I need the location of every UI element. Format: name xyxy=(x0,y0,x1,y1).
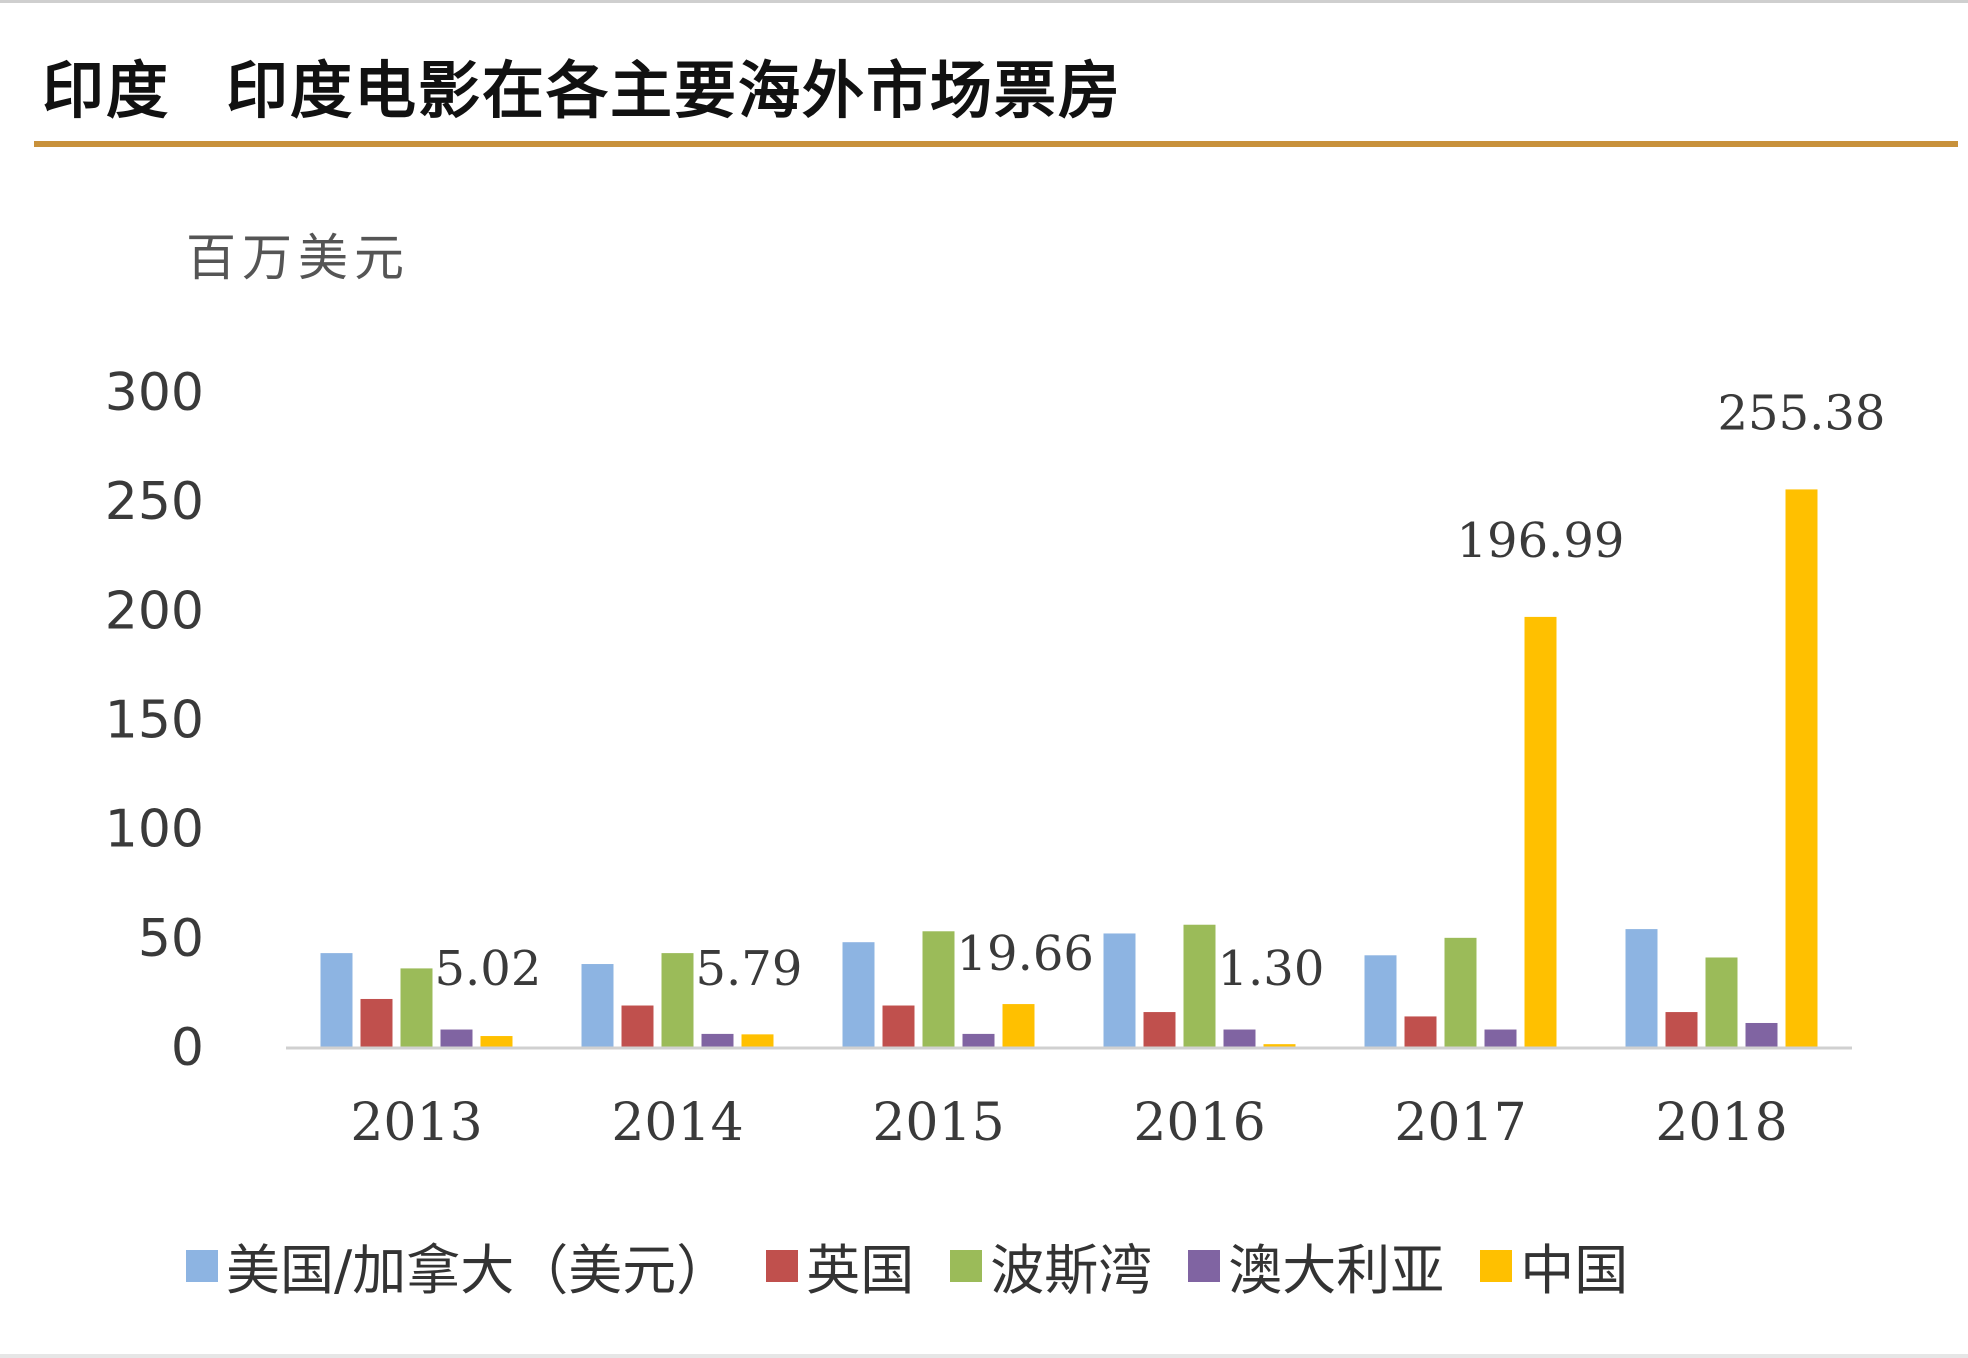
data-label-2018: 255.38 xyxy=(1718,385,1886,441)
data-label-2017: 196.99 xyxy=(1457,513,1625,569)
x-tick-label: 2018 xyxy=(1655,1093,1787,1153)
y-tick-label: 150 xyxy=(105,691,204,751)
data-label-2013: 5.02 xyxy=(435,941,542,997)
x-tick-label: 2013 xyxy=(350,1093,482,1153)
bottom-border xyxy=(0,1354,1968,1358)
title-text: 印度电影在各主要海外市场票房 xyxy=(226,54,1123,127)
legend-swatch xyxy=(950,1249,983,1282)
bar-2016-series-4 xyxy=(1263,1044,1296,1047)
bar-2015-series-4 xyxy=(1002,1004,1035,1047)
bar-2017-series-1 xyxy=(1404,1016,1437,1047)
bar-2016-series-3 xyxy=(1223,1029,1256,1047)
bar-2013-series-0 xyxy=(320,953,353,1047)
bar-2015-series-0 xyxy=(842,942,875,1047)
legend-label: 澳大利亚 xyxy=(1228,1239,1445,1302)
legend-swatch xyxy=(1188,1249,1221,1282)
bar-2018-series-0 xyxy=(1625,929,1658,1047)
top-border xyxy=(0,0,1968,3)
legend-label: 美国/加拿大（美元） xyxy=(226,1239,731,1302)
bar-2015-series-2 xyxy=(922,931,955,1047)
bar-2014-series-4 xyxy=(741,1034,774,1047)
title-underline xyxy=(34,141,1958,147)
title-country: 印度 xyxy=(42,54,171,127)
bar-2016-series-2 xyxy=(1183,924,1216,1047)
y-tick-label: 0 xyxy=(171,1018,204,1078)
bar-2013-series-1 xyxy=(360,998,393,1047)
bar-2018-series-2 xyxy=(1705,957,1738,1047)
legend-swatch xyxy=(186,1249,218,1282)
axes-layer: 0 50 100 150 200 250 300 2013 2014 2015 2016 2017 20… xyxy=(105,363,1852,1153)
bar-2017-series-4 xyxy=(1524,616,1557,1047)
legend-label: 波斯湾 xyxy=(990,1239,1153,1302)
bar-2017-series-2 xyxy=(1444,937,1477,1047)
bar-2017-series-3 xyxy=(1484,1029,1517,1047)
y-tick-label: 100 xyxy=(105,800,204,860)
bar-2016-series-1 xyxy=(1143,1012,1176,1047)
x-tick-label: 2016 xyxy=(1133,1093,1265,1153)
bar-2014-series-1 xyxy=(621,1005,654,1047)
x-tick-label: 2015 xyxy=(872,1093,1004,1153)
legend-swatch xyxy=(1480,1249,1513,1282)
bar-2016-series-0 xyxy=(1103,933,1136,1047)
data-label-2014: 5.79 xyxy=(696,941,803,997)
bar-2014-series-2 xyxy=(661,953,694,1047)
y-tick-label: 300 xyxy=(105,363,204,423)
x-tick-label: 2017 xyxy=(1394,1093,1526,1153)
data-labels-layer: 5.02 5.79 19.66 1.30 196.99 255.38 xyxy=(435,385,1886,997)
bars-layer xyxy=(320,489,1818,1048)
legend-item-3: 澳大利亚 xyxy=(1188,1226,1444,1305)
legend-label: 中国 xyxy=(1520,1239,1629,1302)
data-label-2015: 19.66 xyxy=(957,926,1094,982)
legend-item-2: 波斯湾 xyxy=(950,1226,1152,1305)
legend-label: 英国 xyxy=(806,1239,915,1302)
bar-2013-series-4 xyxy=(480,1036,513,1047)
y-tick-label: 200 xyxy=(105,581,204,641)
bar-2018-series-1 xyxy=(1665,1012,1698,1047)
legend-item-4: 中国 xyxy=(1480,1226,1628,1305)
legend-swatch xyxy=(766,1249,799,1282)
bar-2014-series-0 xyxy=(581,964,614,1047)
data-label-2016: 1.30 xyxy=(1218,941,1325,997)
legend: 美国/加拿大（美元） 英国 波斯湾 澳大利亚 中国 xyxy=(186,1226,1664,1305)
bar-2015-series-1 xyxy=(882,1005,915,1047)
bar-2013-series-3 xyxy=(440,1029,473,1047)
bar-2018-series-3 xyxy=(1745,1022,1778,1047)
bar-2015-series-3 xyxy=(962,1033,995,1047)
bar-2013-series-2 xyxy=(400,968,433,1047)
bar-2018-series-4 xyxy=(1785,489,1818,1048)
y-tick-label: 50 xyxy=(138,909,204,969)
y-tick-label: 250 xyxy=(105,472,204,532)
legend-item-0: 美国/加拿大（美元） xyxy=(186,1226,730,1305)
bar-2014-series-3 xyxy=(701,1033,734,1047)
bar-2017-series-0 xyxy=(1364,955,1397,1047)
x-tick-label: 2014 xyxy=(611,1093,743,1153)
legend-item-1: 英国 xyxy=(766,1226,914,1305)
chart-title: 印度 印度电影在各主要海外市场票房 xyxy=(42,40,1122,130)
y-axis-unit-label: 百万美元 xyxy=(186,229,410,287)
